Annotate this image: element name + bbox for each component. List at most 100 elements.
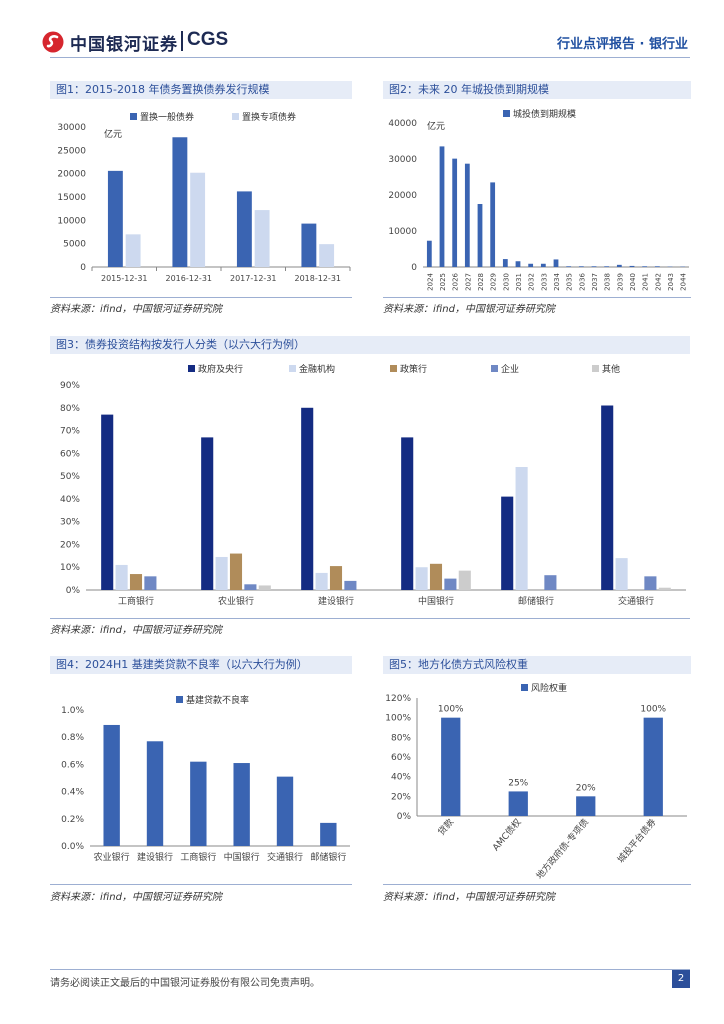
legend-swatch-其他 <box>592 365 599 372</box>
bar-政府及央行-建设银行 <box>301 407 314 590</box>
x-tick-label: 2025 <box>439 273 447 291</box>
y-tick-label: 30000 <box>57 123 86 133</box>
figure-1-source: 资料来源：ifind，中国银河证券研究院 <box>50 304 222 315</box>
bar-置换一般债券-2017-12-31 <box>236 191 252 267</box>
x-tick-label: 建设银行 <box>318 595 354 607</box>
x-tick-label: 2037 <box>591 273 599 291</box>
y-tick-label: 0 <box>411 263 417 273</box>
figure-5-title: 图5：地方化债方式风险权重 <box>383 656 691 674</box>
footer-disclaimer: 请务必阅读正文最后的中国银河证券股份有限公司免责声明。 <box>50 978 320 989</box>
bar-置换专项债券-2016-12-31 <box>190 172 206 267</box>
bar-企业-交通银行 <box>644 576 657 590</box>
x-tick-label: 城投平台债券 <box>615 816 659 865</box>
report-type: 行业点评报告 · 银行业 <box>557 37 688 52</box>
x-tick-label: 邮储银行 <box>518 595 554 607</box>
x-tick-label: 交通银行 <box>618 595 654 607</box>
bar-政策行-工商银行 <box>129 574 143 590</box>
y-tick-label: 1.0% <box>61 706 84 716</box>
x-tick-label: 2042 <box>654 273 662 291</box>
x-tick-label: 2032 <box>528 273 536 291</box>
bar-城投债到期规模-2024 <box>426 240 432 267</box>
x-tick-label: 2024 <box>426 272 434 290</box>
bar-基建贷款不良率-工商银行 <box>190 761 207 846</box>
legend-label: 风险权重 <box>531 682 567 694</box>
y-tick-label: 20% <box>60 540 80 550</box>
x-tick-label: 2033 <box>540 273 548 291</box>
legend-label: 政策行 <box>400 363 427 375</box>
legend-label: 政府及央行 <box>198 363 243 375</box>
legend-label: 城投债到期规模 <box>513 108 576 120</box>
x-tick-label: 贷款 <box>435 816 456 838</box>
x-tick-label: 2030 <box>502 273 510 291</box>
y-tick-label: 25000 <box>57 146 86 156</box>
x-tick-label: 2044 <box>680 272 688 290</box>
x-tick-label: 2018-12-31 <box>295 274 342 283</box>
figure-3-title: 图3：债券投资结构按发行人分类（以六大行为例） <box>50 336 690 354</box>
unit-label: 亿元 <box>427 120 445 132</box>
x-tick-label: 2039 <box>616 273 624 291</box>
y-tick-label: 0.0% <box>61 842 84 852</box>
bar-城投债到期规模-2034 <box>553 259 559 267</box>
bar-城投债到期规模-2031 <box>515 261 521 267</box>
bar-基建贷款不良率-建设银行 <box>146 741 164 846</box>
figure-4-title: 图4：2024H1 基建类贷款不良率（以六大行为例） <box>50 656 352 674</box>
bar-企业-建设银行 <box>344 580 357 590</box>
page-number: 2 <box>672 970 690 988</box>
figure-2-divider <box>383 297 691 298</box>
legend-swatch-企业 <box>491 365 498 372</box>
legend-swatch-基建贷款不良率 <box>176 696 183 703</box>
figure-4-divider <box>50 884 352 885</box>
bar-城投债到期规模-2027 <box>464 163 470 267</box>
x-tick-label: 农业银行 <box>94 851 130 863</box>
y-tick-label: 10% <box>60 563 80 573</box>
bar-金融机构-建设银行 <box>315 572 328 590</box>
x-tick-label: 2016-12-31 <box>166 274 213 283</box>
x-tick-label: 2017-12-31 <box>230 274 277 283</box>
x-tick-label: 2038 <box>604 273 612 291</box>
bar-基建贷款不良率-邮储银行 <box>320 822 337 846</box>
figure-1-chart: 0 5000 10000 15000 20000 25000 30000 2015-12-31… <box>50 105 355 295</box>
footer-divider <box>50 969 690 970</box>
legend-label: 其他 <box>602 363 620 375</box>
x-tick-label: AMC债权 <box>490 816 524 853</box>
bar-金融机构-邮储银行 <box>515 467 528 590</box>
x-tick-label: 2027 <box>464 273 472 291</box>
bar-企业-中国银行 <box>444 578 457 590</box>
bar-风险权重-地方政府债-专项债 <box>576 796 596 816</box>
bar-城投债到期规模-2041 <box>642 266 648 267</box>
bar-城投债到期规模-2033 <box>540 263 546 267</box>
y-tick-label: 50% <box>60 472 80 482</box>
y-tick-label: 20000 <box>57 170 86 180</box>
legend-label: 企业 <box>501 363 519 375</box>
y-tick-label: 30% <box>60 518 80 528</box>
figure-1-svg: 0 5000 10000 15000 20000 25000 30000 2015-12-31… <box>57 111 351 283</box>
bar-置换一般债券-2016-12-31 <box>172 137 188 267</box>
bar-金融机构-交通银行 <box>615 558 628 590</box>
figure-2-chart: 0 10000 20000 30000 40000 2024 2025 2026 2027 202… <box>383 105 691 295</box>
bar-置换专项债券-2018-12-31 <box>319 244 335 267</box>
x-tick-label: 2036 <box>578 272 586 290</box>
figure-1-divider <box>50 297 352 298</box>
y-tick-label: 10000 <box>57 216 86 226</box>
y-tick-label: 0 <box>80 263 86 273</box>
legend-label: 置换专项债券 <box>242 111 296 123</box>
logo-text-cn: 中国银河证券 <box>70 35 178 55</box>
x-tick-label: 2035 <box>566 273 574 291</box>
x-tick-label: 交通银行 <box>267 851 303 863</box>
header-divider <box>50 57 690 58</box>
figure-5-divider <box>383 884 691 885</box>
data-label: 25% <box>508 778 528 788</box>
figure-5-svg: 0% 20% 40% 60% 80% 100% 120% 100% 贷款 25% AMC债权 20% 地… <box>385 682 687 882</box>
figure-2-svg: 0 10000 20000 30000 40000 2024 2025 2026 2027 202… <box>388 108 689 291</box>
bar-城投债到期规模-2029 <box>490 182 496 267</box>
legend-swatch-置换一般债券 <box>130 113 137 120</box>
figure-3-source: 资料来源：ifind，中国银河证券研究院 <box>50 625 222 636</box>
bar-政府及央行-农业银行 <box>201 437 214 590</box>
bar-政府及央行-邮储银行 <box>501 496 514 590</box>
y-tick-label: 90% <box>60 381 80 391</box>
figure-2-title: 图2：未来 20 年城投债到期规模 <box>383 81 691 99</box>
bar-政策行-中国银行 <box>429 563 443 590</box>
x-tick-label: 邮储银行 <box>310 851 346 863</box>
y-tick-label: 20000 <box>388 191 417 201</box>
bar-城投债到期规模-2040 <box>629 265 635 267</box>
